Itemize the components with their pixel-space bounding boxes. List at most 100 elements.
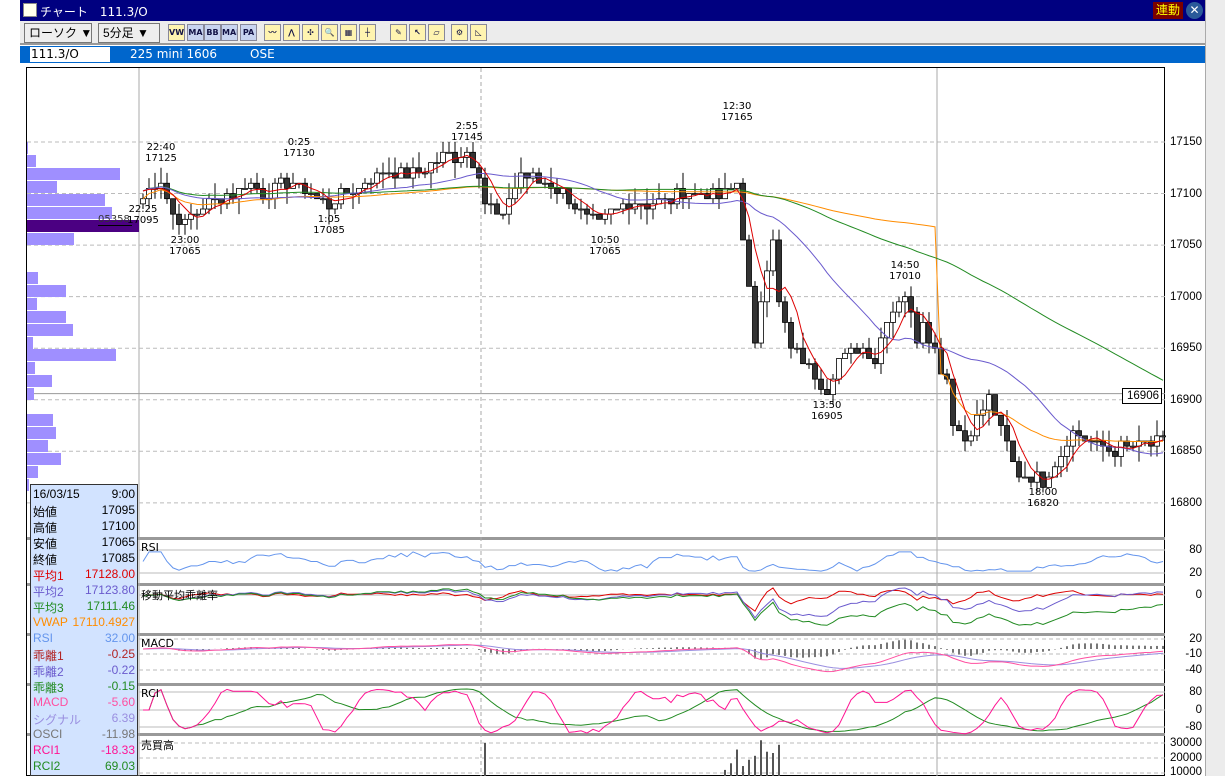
ma-tool-button[interactable]: MA [187, 24, 204, 41]
deviation-panel-title: 移動平均乖離率 [141, 589, 218, 602]
candle-body [650, 203, 656, 210]
trend-tool-button[interactable]: ⋀ [283, 24, 300, 41]
info-value: 32.00 [104, 631, 135, 645]
candle-body [482, 177, 488, 205]
symbol-tab[interactable]: 111.3/O [30, 47, 110, 62]
pointer-tool-button[interactable]: ↖ [409, 24, 426, 41]
interval-dropdown[interactable]: 5分足 ▼ [98, 23, 160, 43]
candle-body [284, 177, 290, 189]
candle-body [758, 301, 764, 344]
candle-body [434, 162, 440, 165]
candle-body [740, 182, 746, 241]
annotation-price: 16820 [1027, 498, 1059, 510]
candle-body [500, 213, 506, 216]
ma3-line [142, 185, 1164, 381]
volume-profile-bar [27, 285, 66, 297]
chart-type-dropdown[interactable]: ローソク ▼ [24, 23, 92, 43]
price-annotation: 18:00 16820 [1023, 487, 1063, 509]
volume-profile-bar [27, 349, 116, 361]
vwap-tool-button[interactable]: VW [168, 24, 185, 41]
close-icon[interactable]: ✕ [1186, 2, 1203, 19]
candle-body [914, 311, 920, 344]
cursor-line-tool-button[interactable]: ┼ [359, 24, 376, 41]
candle-body [1034, 471, 1040, 483]
macd-line [142, 644, 1164, 673]
fibo-tool-button[interactable]: ◺ [470, 24, 487, 41]
candle-body [1130, 445, 1136, 448]
volume-profile-bar [27, 155, 36, 167]
rci1-line [143, 688, 1164, 735]
settings-tool-button[interactable]: ⚙ [451, 24, 468, 41]
candle-body [1070, 430, 1076, 447]
volume-profile-label: 05358 [98, 214, 132, 226]
rci-axis-label: -80 [1185, 721, 1202, 733]
candle-body [176, 213, 182, 225]
annotation-price: 17095 [127, 214, 159, 226]
info-row-10: 乖離2 -0.22 [33, 663, 135, 679]
vol-axis-label: 30000 [1170, 737, 1202, 749]
candle-body [326, 198, 332, 210]
annotation-price: 17145 [451, 132, 483, 144]
candle-body [806, 363, 812, 366]
rsi-axis-label: 80 [1189, 544, 1202, 556]
contract-name: 225 mini 1606 [130, 47, 218, 61]
rci2-line [143, 688, 1164, 733]
info-value: -0.15 [107, 679, 135, 693]
candle-body [374, 172, 380, 184]
info-value: 17111.46 [86, 599, 135, 613]
info-label: 乖離3 [33, 681, 64, 695]
candle-body [962, 430, 968, 442]
info-value: -5.60 [107, 695, 135, 709]
info-datetime: 16/03/15 9:00 [33, 487, 135, 503]
candle-body [692, 193, 698, 195]
pa-tool-button[interactable]: PA [240, 24, 257, 41]
candle-body [302, 182, 308, 194]
candle-body [182, 218, 188, 225]
bb-tool-button[interactable]: BB [204, 24, 221, 41]
volume-profile-bar [27, 272, 38, 284]
candle-body [854, 347, 860, 354]
sync-button[interactable]: 連動 [1152, 2, 1183, 19]
zoom-tool-button[interactable]: 🔍 [321, 24, 338, 41]
annotation-time: 1:05 [317, 214, 341, 225]
candle-body [536, 172, 542, 184]
calc-tool-button[interactable]: ▦ [340, 24, 357, 41]
candle-body [572, 203, 578, 210]
eraser-tool-button[interactable]: ▱ [428, 24, 445, 41]
volume-profile-bar [27, 375, 52, 387]
candle-body [602, 213, 608, 220]
candle-body [830, 378, 836, 395]
candle-body [860, 347, 866, 354]
info-row-0: 始値 17095 [33, 503, 135, 519]
info-row-9: 乖離1 -0.25 [33, 647, 135, 663]
candle-body [1004, 425, 1010, 442]
info-row-14: OSCI -11.98 [33, 727, 135, 743]
candle-body [788, 322, 794, 349]
cross-tool-button[interactable]: ✣ [302, 24, 319, 41]
candle-body [770, 239, 776, 272]
volume-profile-bar [27, 220, 139, 232]
line-chart-tool-button[interactable]: 〰 [264, 24, 281, 41]
candle-body [884, 322, 890, 339]
price-axis-label: 17050 [1170, 239, 1202, 252]
scrollbar[interactable] [1205, 0, 1225, 776]
candle-body [320, 198, 326, 201]
annotation-price: 17165 [721, 111, 753, 123]
volume-profile-bar [27, 388, 34, 400]
candle-body [950, 378, 956, 426]
candle-body [776, 239, 782, 303]
deviation-line-3 [142, 588, 1164, 626]
candle-body [794, 347, 800, 350]
info-value: 69.03 [104, 759, 135, 773]
pencil-tool-button[interactable]: ✎ [390, 24, 407, 41]
volume-profile-bar [27, 337, 33, 349]
volume-profile-bar [27, 233, 74, 245]
candle-body [1118, 440, 1124, 457]
mae-tool-button[interactable]: MAE [221, 24, 238, 41]
macd-axis-label: -10 [1185, 648, 1202, 660]
annotation-time: 12:30 [722, 100, 752, 112]
candle-body [992, 394, 998, 416]
info-label: 乖離2 [33, 665, 64, 679]
panel-separator [27, 683, 1165, 686]
